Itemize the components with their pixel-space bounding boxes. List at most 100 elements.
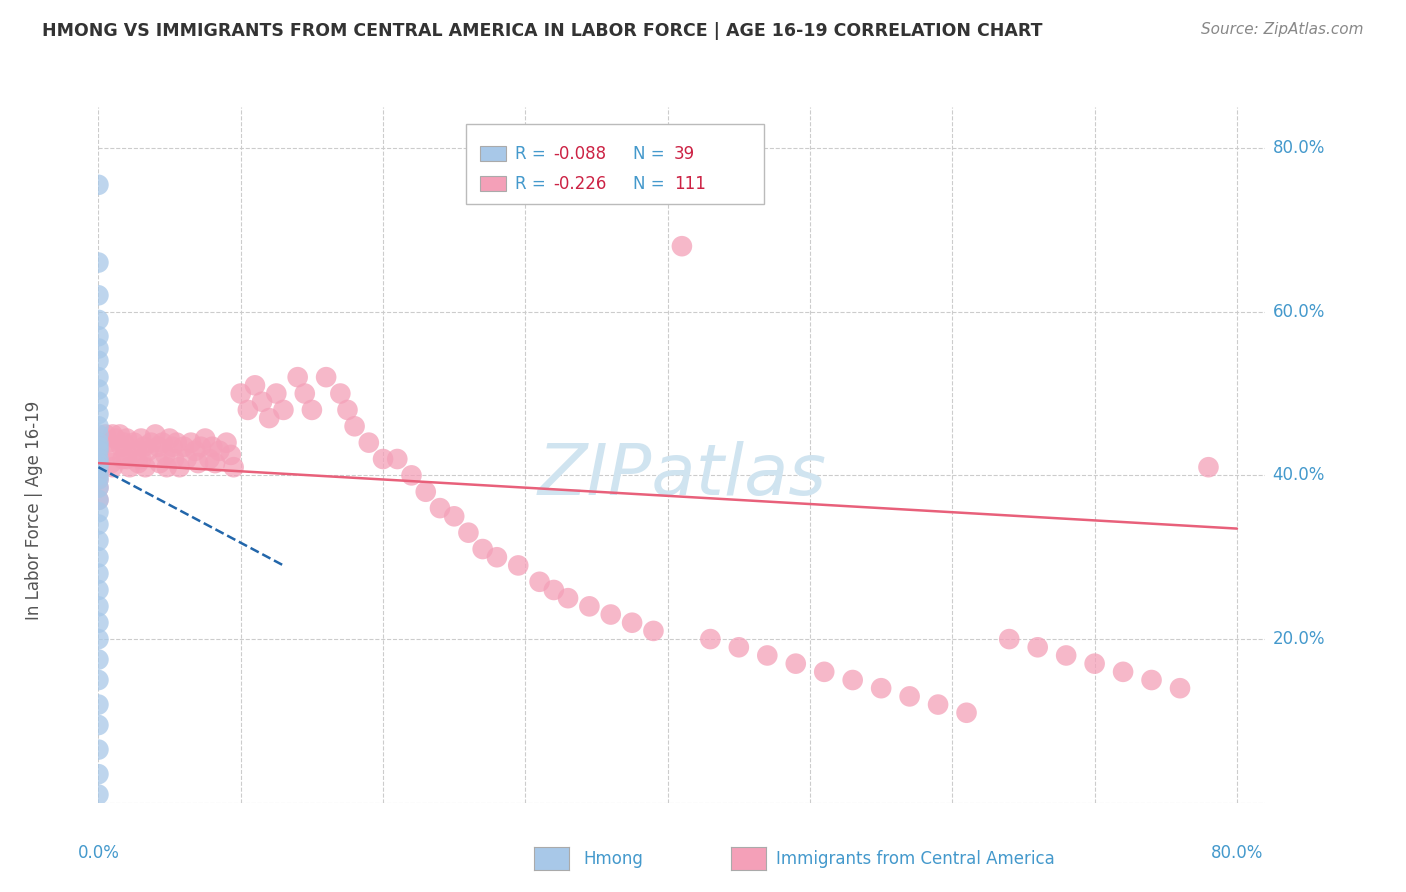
Point <box>87 788 110 802</box>
Point <box>180 435 202 450</box>
Point <box>87 517 110 532</box>
Point <box>699 632 721 646</box>
Point <box>87 767 110 781</box>
Point <box>756 648 779 663</box>
Point <box>87 550 110 565</box>
Point <box>229 386 252 401</box>
Point <box>336 403 359 417</box>
Point <box>129 452 152 467</box>
Point <box>371 452 394 467</box>
Point <box>163 452 186 467</box>
Point <box>190 440 212 454</box>
Point <box>329 386 352 401</box>
Point <box>870 681 893 696</box>
Point <box>149 456 172 470</box>
Point <box>236 403 259 417</box>
Point <box>176 452 198 467</box>
Point <box>998 632 1021 646</box>
Point <box>110 440 132 454</box>
Point <box>94 427 117 442</box>
Point <box>415 484 437 499</box>
Point <box>219 448 242 462</box>
Point <box>357 435 380 450</box>
Point <box>100 456 122 470</box>
Point <box>578 599 600 614</box>
Point <box>1054 648 1077 663</box>
Point <box>87 742 110 756</box>
Text: ZIPatlas: ZIPatlas <box>537 442 827 510</box>
Text: 60.0%: 60.0% <box>1272 302 1324 321</box>
Point <box>87 481 110 495</box>
Point <box>194 432 217 446</box>
Point <box>87 632 110 646</box>
Text: 80.0%: 80.0% <box>1272 139 1324 157</box>
Point <box>671 239 693 253</box>
Point <box>1168 681 1191 696</box>
Point <box>841 673 863 687</box>
Point <box>122 435 145 450</box>
Point <box>87 435 110 450</box>
Point <box>87 342 110 356</box>
Text: HMONG VS IMMIGRANTS FROM CENTRAL AMERICA IN LABOR FORCE | AGE 16-19 CORRELATION : HMONG VS IMMIGRANTS FROM CENTRAL AMERICA… <box>42 22 1043 40</box>
Point <box>315 370 337 384</box>
Bar <box>479 146 506 161</box>
Point <box>87 566 110 581</box>
Point <box>152 435 174 450</box>
Point <box>557 591 579 606</box>
Point <box>222 460 245 475</box>
Point <box>139 435 162 450</box>
Point <box>1140 673 1163 687</box>
Point <box>155 448 177 462</box>
Point <box>156 460 179 475</box>
Point <box>87 481 110 495</box>
Bar <box>465 124 763 204</box>
Text: 40.0%: 40.0% <box>1272 467 1324 484</box>
Point <box>87 443 110 458</box>
Point <box>785 657 807 671</box>
Point <box>127 456 149 470</box>
Text: 39: 39 <box>673 145 695 162</box>
Point <box>543 582 565 597</box>
Point <box>132 440 155 454</box>
Point <box>621 615 644 630</box>
Point <box>87 492 110 507</box>
Point <box>173 440 195 454</box>
Point <box>169 460 191 475</box>
Text: -0.226: -0.226 <box>554 175 607 193</box>
Text: Hmong: Hmong <box>583 850 644 868</box>
Point <box>166 435 188 450</box>
Point <box>198 452 221 467</box>
Point <box>87 427 110 442</box>
Point <box>87 394 110 409</box>
Point <box>87 698 110 712</box>
Text: R =: R = <box>515 175 551 193</box>
Point <box>184 443 207 458</box>
Point <box>87 370 110 384</box>
Point <box>343 419 366 434</box>
Point <box>401 468 423 483</box>
Point <box>599 607 621 622</box>
Point <box>87 443 110 458</box>
Point <box>87 492 110 507</box>
Point <box>243 378 266 392</box>
Text: -0.088: -0.088 <box>554 145 606 162</box>
Point <box>87 419 110 434</box>
Point <box>1198 460 1220 475</box>
Text: 80.0%: 80.0% <box>1211 844 1263 862</box>
Point <box>87 178 110 192</box>
Point <box>87 353 110 368</box>
Point <box>108 427 131 442</box>
Point <box>87 383 110 397</box>
Text: R =: R = <box>515 145 551 162</box>
Point <box>266 386 288 401</box>
Point <box>727 640 749 655</box>
Text: 0.0%: 0.0% <box>77 844 120 862</box>
Point <box>1084 657 1107 671</box>
Point <box>125 443 148 458</box>
Point <box>87 473 110 487</box>
Point <box>485 550 508 565</box>
Point <box>87 288 110 302</box>
Text: Immigrants from Central America: Immigrants from Central America <box>776 850 1054 868</box>
Point <box>112 435 135 450</box>
Point <box>429 501 451 516</box>
